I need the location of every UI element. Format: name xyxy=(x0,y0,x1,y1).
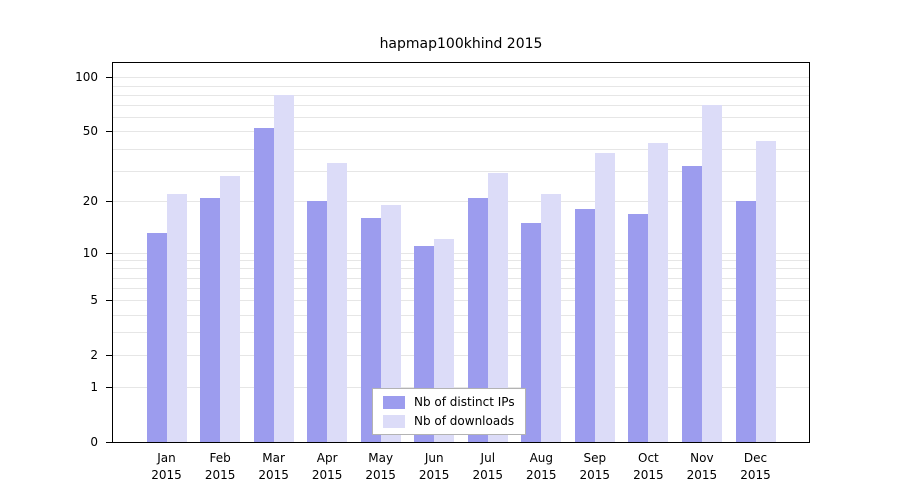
gridline xyxy=(113,355,809,357)
gridline xyxy=(113,131,809,133)
x-tick-label-apr: Apr 2015 xyxy=(311,451,343,482)
bar-distinct-ips-jan xyxy=(146,233,167,442)
x-tick-label-jul: Jul 2015 xyxy=(472,451,504,482)
bar-distinct-ips-feb xyxy=(200,197,221,442)
bar-downloads-sep xyxy=(594,152,615,442)
bar-downloads-mar xyxy=(273,94,294,442)
bar-downloads-jan xyxy=(166,194,187,442)
y-tick-label: 0 xyxy=(90,435,98,449)
legend-item: Nb of distinct IPs xyxy=(383,394,515,410)
gridline xyxy=(113,94,809,96)
y-tick-mark xyxy=(106,131,112,133)
gridline xyxy=(113,288,809,290)
bar-distinct-ips-nov xyxy=(681,165,702,442)
legend-swatch xyxy=(383,395,405,409)
plot-area xyxy=(112,62,810,443)
x-tick-label-mar: Mar 2015 xyxy=(258,451,289,482)
gridline xyxy=(113,170,809,172)
bar-distinct-ips-dec xyxy=(735,201,756,442)
x-tick-label-jun: Jun 2015 xyxy=(418,451,450,482)
bar-distinct-ips-mar xyxy=(253,128,274,442)
y-tick-mark xyxy=(106,77,112,79)
bar-downloads-may xyxy=(380,205,401,442)
gridline xyxy=(113,85,809,87)
gridline xyxy=(113,268,809,270)
x-tick-label-dec: Dec 2015 xyxy=(740,451,771,482)
gridline xyxy=(113,105,809,107)
bar-distinct-ips-oct xyxy=(628,213,649,442)
bar-distinct-ips-aug xyxy=(521,222,542,442)
legend-swatch xyxy=(383,414,405,428)
gridline xyxy=(113,260,809,261)
chart-title: hapmap100khind 2015 xyxy=(379,36,543,52)
legend-item: Nb of downloads xyxy=(383,413,515,429)
bar-distinct-ips-sep xyxy=(574,209,595,442)
x-tick-label-sep: Sep 2015 xyxy=(579,451,611,482)
legend-label: Nb of distinct IPs xyxy=(414,395,515,409)
gridline xyxy=(113,277,809,279)
y-tick-mark xyxy=(106,442,112,443)
bar-downloads-apr xyxy=(327,163,348,442)
gridline xyxy=(113,117,809,119)
bar-downloads-dec xyxy=(755,141,776,442)
y-tick-label: 50 xyxy=(82,124,98,139)
y-tick-label: 10 xyxy=(82,245,98,260)
bar-downloads-feb xyxy=(220,175,241,442)
gridline xyxy=(113,387,809,389)
gridline xyxy=(113,148,809,150)
gridline xyxy=(113,201,809,203)
bar-downloads-nov xyxy=(701,105,722,442)
bar-downloads-jul xyxy=(487,173,508,442)
y-tick-mark xyxy=(106,201,112,203)
x-tick-label-feb: Feb 2015 xyxy=(204,451,236,482)
bar-distinct-ips-apr xyxy=(307,201,328,442)
y-tick-label: 1 xyxy=(90,380,98,395)
x-tick-label-jan: Jan 2015 xyxy=(151,451,182,482)
x-tick-label-aug: Aug 2015 xyxy=(526,451,557,482)
bar-distinct-ips-may xyxy=(360,218,381,442)
bar-downloads-oct xyxy=(648,142,669,442)
legend-label: Nb of downloads xyxy=(414,414,515,428)
y-tick-mark xyxy=(106,252,112,254)
gridline xyxy=(113,332,809,334)
y-tick-label: 20 xyxy=(82,194,98,209)
gridline xyxy=(113,314,809,316)
x-tick-label-may: May 2015 xyxy=(365,451,396,482)
x-tick-label-nov: Nov 2015 xyxy=(686,451,718,482)
y-tick-label: 100 xyxy=(75,70,98,85)
y-tick-mark xyxy=(106,387,112,389)
gridline xyxy=(113,252,809,254)
bar-downloads-aug xyxy=(541,194,562,442)
y-tick-label: 2 xyxy=(90,348,98,363)
x-tick-label-oct: Oct 2015 xyxy=(633,451,664,482)
legend: Nb of distinct IPs Nb of downloads xyxy=(372,388,526,435)
gridline xyxy=(113,77,809,79)
y-tick-label: 5 xyxy=(90,293,98,308)
y-tick-mark xyxy=(106,300,112,302)
gridline xyxy=(113,300,809,302)
y-tick-mark xyxy=(106,355,112,357)
bar-distinct-ips-jul xyxy=(467,197,488,442)
